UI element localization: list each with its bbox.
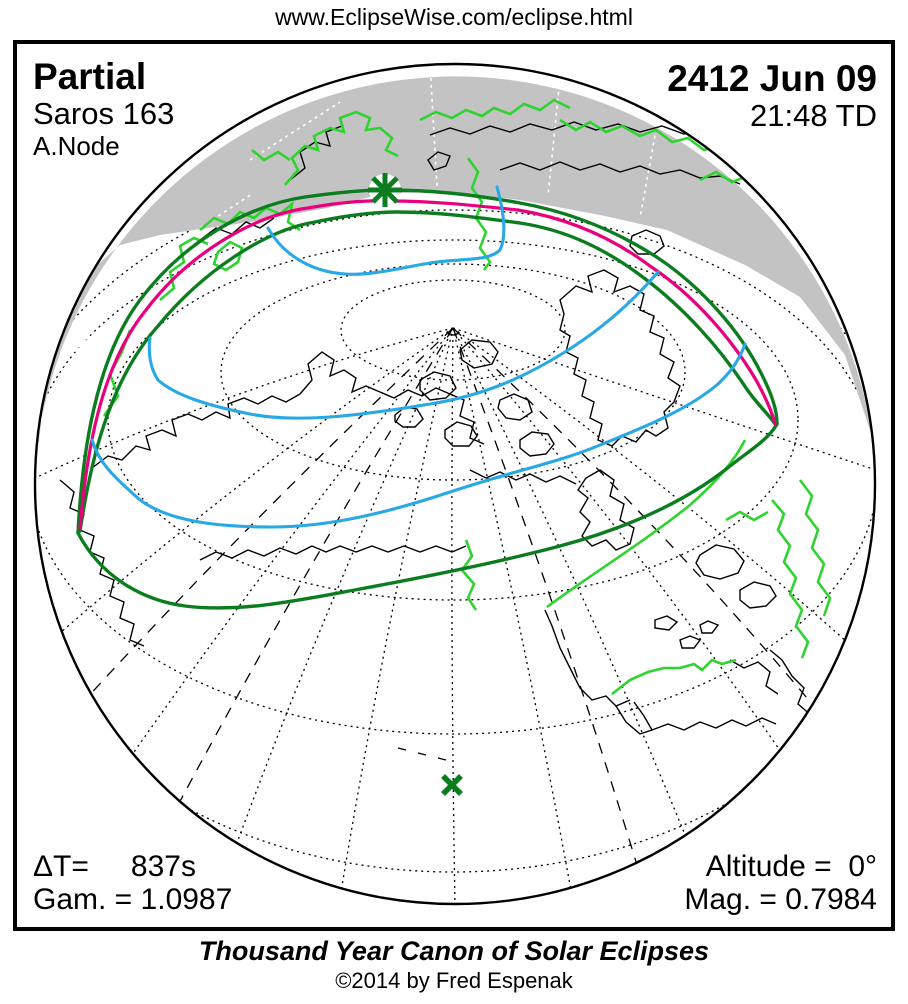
graticule-in-band-white (59, 65, 661, 371)
sub-solar-marker (441, 774, 463, 796)
magnitude-row: Mag. = 0.7984 (684, 883, 877, 917)
eclipse-date: 2412 Jun 09 (667, 58, 877, 99)
max-eclipse-curve-bottom (90, 342, 747, 529)
graticule-meridians-dashed (84, 327, 823, 876)
altitude-label: Altitude = (705, 849, 832, 883)
gamma-value: 1.0987 (140, 883, 233, 917)
limit-bottom-curve (76, 422, 779, 610)
node-type: A.Node (33, 131, 120, 162)
gamma-row: Gam. = 1.0987 (33, 883, 232, 917)
globe-disk (35, 64, 875, 904)
eclipse-info-top-right: 2412 Jun 09 21:48 TD (667, 58, 877, 134)
canon-title: Thousand Year Canon of Solar Eclipses (198, 936, 710, 966)
penumbral-limit-curves (76, 188, 779, 610)
sunrise-sunset-curve (78, 199, 777, 530)
star-center (379, 184, 391, 196)
saros-number: Saros 163 (33, 96, 175, 132)
greatest-eclipse-marker (368, 173, 402, 207)
limit-outer-curve (76, 188, 779, 535)
max-eclipse-curves (90, 185, 747, 529)
altitude-value: 0° (848, 849, 877, 883)
gamma-label: Gam. = (33, 883, 133, 917)
magnitude-value: 0.7984 (785, 883, 877, 917)
map-frame: Partial Saros 163 A.Node 2412 Jun 09 21:… (13, 40, 895, 931)
eclipse-time: 21:48 TD (750, 98, 877, 134)
delta-t-label: ΔT= (33, 849, 89, 883)
magnitude-label: Mag. = (684, 883, 777, 917)
eclipse-info-top-left: Partial Saros 163 A.Node (33, 56, 174, 161)
country-borders (102, 98, 832, 696)
delta-t-row: ΔT= 837s (33, 850, 232, 884)
globe-rim (33, 62, 877, 906)
eclipse-info-bottom-left: ΔT= 837s Gam. = 1.0987 (33, 850, 232, 917)
max-eclipse-curve-middle (147, 270, 660, 420)
max-eclipse-curve-top (266, 185, 506, 276)
delta-t-value: 837s (130, 849, 196, 883)
eclipse-info-bottom-right: Altitude = 0° Mag. = 0.7984 (684, 850, 877, 917)
eclipse-type: Partial (33, 56, 147, 97)
altitude-row: Altitude = 0° (684, 850, 877, 884)
copyright-text: ©2014 by Fred Espenak (335, 968, 573, 993)
page-url-text: www.EclipseWise.com/eclipse.html (275, 4, 633, 30)
limit-inner-curve (78, 210, 777, 533)
